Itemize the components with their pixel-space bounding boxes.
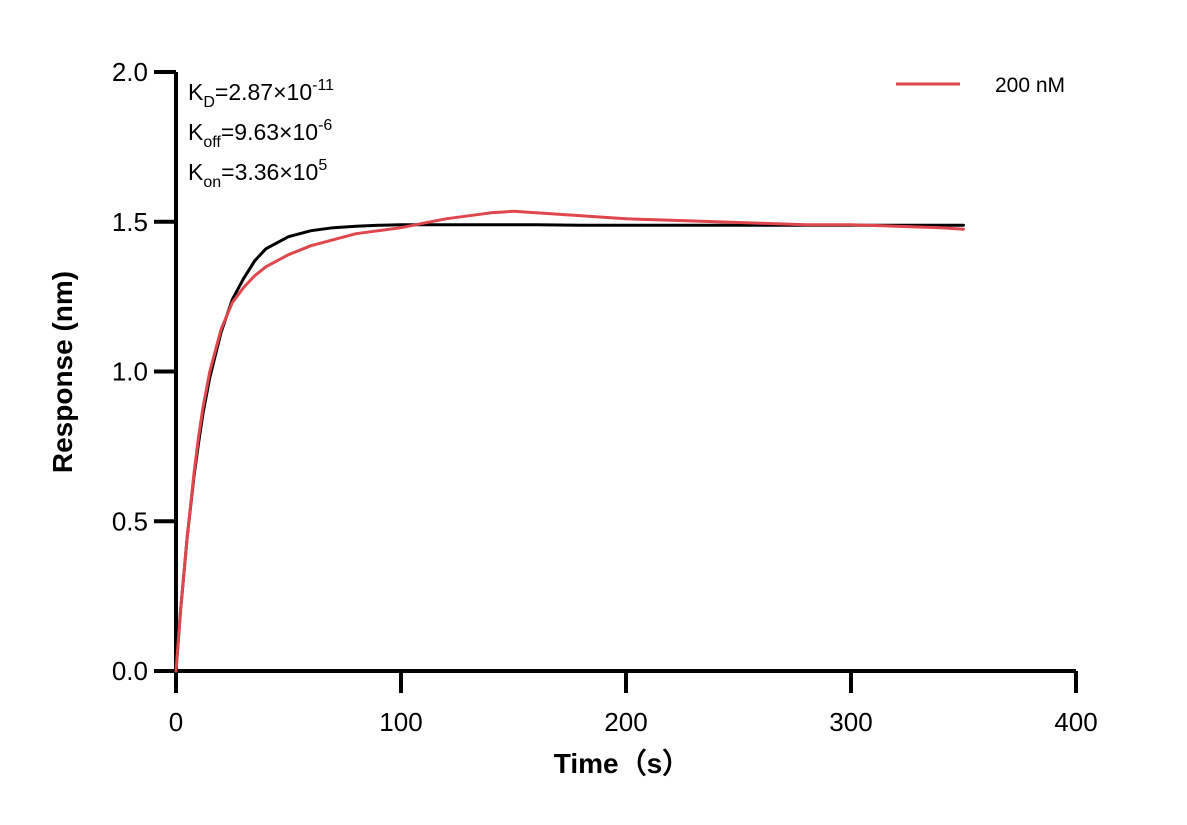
y-tick-label: 0.5 [112, 506, 148, 536]
y-tick-label: 2.0 [112, 57, 148, 87]
legend-label-200nm: 200 nM [995, 74, 1065, 97]
y-tick-label: 1.5 [112, 207, 148, 237]
x-tick-label: 200 [604, 707, 647, 737]
annotation-kd: KD=2.87×10-11 [188, 77, 334, 111]
legend: 200 nM [896, 74, 1065, 97]
y-tick-label: 1.0 [112, 357, 148, 387]
series-layer [174, 209, 965, 673]
x-tick-label: 0 [169, 707, 183, 737]
y-tick-label: 0.0 [112, 656, 148, 686]
fit-curve-line [174, 223, 965, 673]
x-tick-label: 400 [1054, 707, 1097, 737]
axes: 0.0 0.5 1.0 1.5 2.0 0 100 200 300 400 [112, 57, 1098, 737]
annotation-koff: Koff=9.63×10-6 [188, 117, 332, 151]
x-axis-title: Time（s） [554, 747, 690, 779]
x-tick-label: 300 [829, 707, 872, 737]
series-line-200nm [174, 209, 965, 673]
annotation-kon: Kon=3.36×105 [188, 157, 327, 191]
y-axis-title: Response (nm) [47, 271, 78, 473]
x-tick-label: 100 [379, 707, 422, 737]
